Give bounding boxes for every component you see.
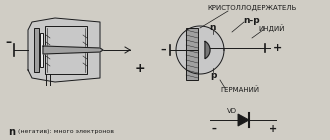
Text: (негатив): много электронов: (негатив): много электронов — [18, 130, 114, 135]
Polygon shape — [28, 18, 100, 82]
Text: VD: VD — [227, 108, 237, 114]
Text: n-p: n-p — [244, 16, 260, 24]
Bar — [40, 33, 43, 67]
Text: –: – — [5, 36, 11, 48]
Text: +: + — [135, 61, 145, 74]
Text: n: n — [210, 23, 216, 32]
Text: +: + — [273, 43, 282, 53]
Polygon shape — [43, 46, 103, 54]
Bar — [34, 28, 39, 72]
Bar — [186, 28, 198, 80]
Text: ИНДИЙ: ИНДИЙ — [259, 24, 285, 32]
Text: +: + — [269, 124, 277, 134]
Polygon shape — [205, 41, 210, 59]
Text: p: p — [210, 71, 216, 80]
Text: –: – — [212, 124, 216, 134]
Text: КРИСТОЛЛОДЕРЖАТЕЛЬ: КРИСТОЛЛОДЕРЖАТЕЛЬ — [207, 5, 297, 11]
Text: n: n — [8, 127, 15, 137]
Bar — [45, 26, 87, 74]
Polygon shape — [238, 114, 249, 126]
Text: –: – — [160, 45, 166, 55]
Polygon shape — [176, 26, 224, 74]
Text: ГЕРМАНИЙ: ГЕРМАНИЙ — [220, 87, 260, 93]
